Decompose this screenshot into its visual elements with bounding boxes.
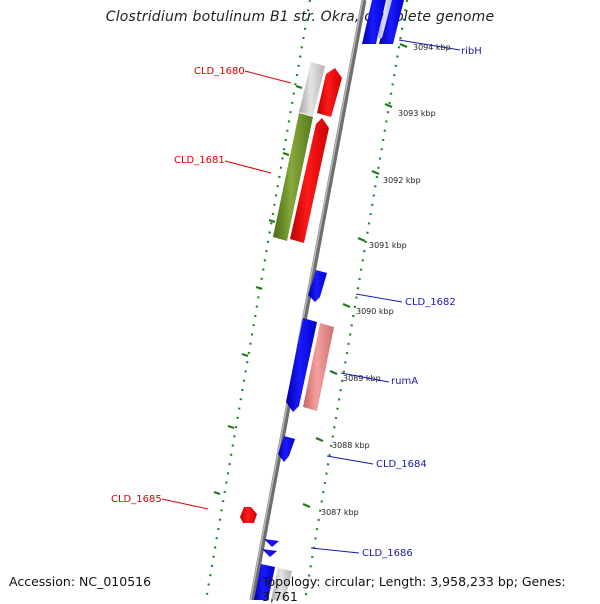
tick-label: 3093 kbp [398, 109, 436, 118]
gene-arrow[interactable] [262, 549, 277, 557]
gene-features [240, 0, 404, 600]
tick-label: 3094 kbp [413, 43, 451, 52]
gene-arrow[interactable] [286, 318, 317, 412]
gene-arrow[interactable] [362, 0, 386, 44]
gene-arrow[interactable] [308, 270, 327, 302]
gene-arrow[interactable] [377, 0, 392, 38]
tick-label: 3088 kbp [332, 441, 370, 450]
tick-label: 3092 kbp [383, 176, 421, 185]
gene-label-cld-1684: CLD_1684 [376, 459, 427, 470]
gene-arrow[interactable] [271, 568, 292, 600]
gene-label-ribh: ribH [461, 46, 482, 57]
tick-label: 3087 kbp [321, 508, 359, 517]
genome-backbone [249, 0, 367, 600]
gene-arrow[interactable] [317, 68, 342, 117]
gene-label-cld-1681: CLD_1681 [174, 155, 225, 166]
gene-label-cld-1685: CLD_1685 [111, 494, 162, 505]
gene-label-cld-1686: CLD_1686 [362, 548, 413, 559]
gene-label-cld-1682: CLD_1682 [405, 297, 456, 308]
tick-label: 3091 kbp [369, 241, 407, 250]
inner-ruler-dots [204, 0, 312, 600]
label-leader-lines [161, 39, 461, 554]
gene-arrow[interactable] [264, 539, 279, 547]
gene-arrow[interactable] [240, 507, 257, 523]
tick-label: 3090 kbp [356, 307, 394, 316]
gene-arrow[interactable] [379, 0, 404, 44]
genome-backbone-highlight [249, 0, 364, 600]
tick-label: 3089 kbp [343, 374, 381, 383]
accession-text: Accession: NC_010516 [9, 574, 152, 589]
gene-arrow[interactable] [303, 323, 334, 411]
gene-arrow[interactable] [254, 564, 275, 600]
gene-arrow[interactable] [290, 118, 329, 243]
ruler-tick-marks [213, 42, 408, 509]
gene-arrow[interactable] [299, 62, 325, 116]
gene-label-cld-1680: CLD_1680 [194, 66, 245, 77]
gene-label-ruma: rumA [391, 376, 418, 387]
gene-arrow[interactable] [273, 113, 313, 241]
gene-arrow[interactable] [278, 436, 295, 462]
